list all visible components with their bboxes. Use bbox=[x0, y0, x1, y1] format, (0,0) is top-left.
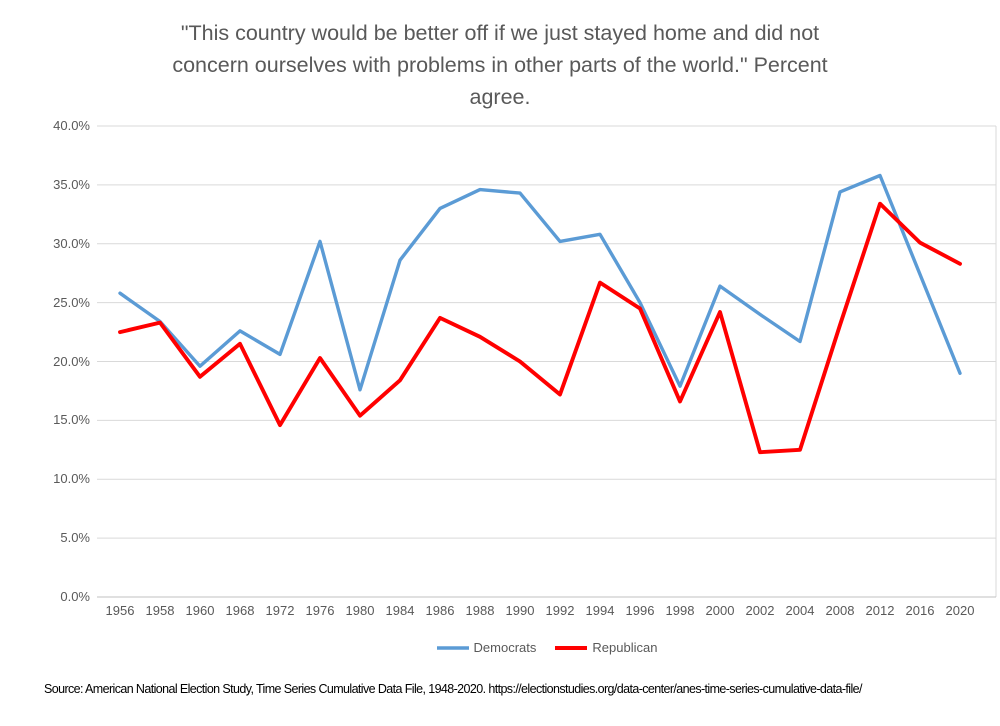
x-tick-label: 2016 bbox=[905, 603, 935, 618]
legend-label: Democrats bbox=[473, 640, 537, 655]
y-tick-label: 30.0% bbox=[53, 235, 90, 251]
x-tick-label: 2002 bbox=[745, 603, 775, 618]
x-tick-label: 1984 bbox=[385, 603, 415, 618]
legend-swatch-democrats-icon bbox=[436, 645, 469, 650]
x-tick-label: 1996 bbox=[625, 603, 655, 618]
legend-swatch-republican-icon bbox=[555, 645, 588, 650]
series-line-republican bbox=[118, 201, 962, 455]
x-tick-label: 2020 bbox=[945, 603, 975, 618]
y-tick-label: 20.0% bbox=[53, 353, 90, 369]
y-tick-label: 35.0% bbox=[53, 176, 90, 192]
x-tick-label: 1990 bbox=[505, 603, 535, 618]
x-tick-label: 1994 bbox=[585, 603, 615, 618]
legend-item-democrats: Democrats bbox=[436, 640, 537, 655]
y-tick-label: 40.0% bbox=[53, 118, 90, 133]
chart-title-line-3: agree. bbox=[469, 85, 531, 109]
x-tick-label: 1958 bbox=[145, 603, 175, 618]
x-tick-label: 1976 bbox=[305, 603, 335, 618]
x-tick-label: 1960 bbox=[185, 603, 215, 618]
x-tick-label: 1956 bbox=[105, 603, 135, 618]
x-tick-label: 1972 bbox=[265, 603, 295, 618]
y-tick-label: 25.0% bbox=[53, 294, 90, 310]
x-tick-label: 1986 bbox=[425, 603, 455, 618]
x-tick-label: 2012 bbox=[865, 603, 895, 618]
x-tick-label: 1988 bbox=[465, 603, 495, 618]
x-tick-label: 1992 bbox=[545, 603, 575, 618]
x-tick-label: 2004 bbox=[785, 603, 815, 618]
y-tick-label: 10.0% bbox=[53, 471, 90, 487]
x-tick-label: 2000 bbox=[705, 603, 735, 618]
x-tick-label: 1980 bbox=[345, 603, 375, 618]
chart-title: "This country would be better off if we … bbox=[0, 17, 1000, 113]
y-tick-label: 5.0% bbox=[60, 530, 90, 546]
series-line-democrats bbox=[118, 173, 962, 392]
legend-label: Republican bbox=[592, 640, 658, 655]
x-tick-label: 1968 bbox=[225, 603, 255, 618]
x-tick-label: 1998 bbox=[665, 603, 695, 618]
chart-title-line-1: "This country would be better off if we … bbox=[180, 21, 820, 45]
source-note: Source: American National Election Study… bbox=[44, 682, 862, 696]
y-tick-label: 15.0% bbox=[53, 412, 90, 428]
legend-item-republican: Republican bbox=[554, 640, 657, 655]
y-tick-label: 0.0% bbox=[60, 589, 90, 604]
x-tick-label: 2008 bbox=[825, 603, 855, 618]
legend: Democrats Republican bbox=[97, 640, 996, 655]
chart-title-line-2: concern ourselves with problems in other… bbox=[172, 53, 828, 77]
